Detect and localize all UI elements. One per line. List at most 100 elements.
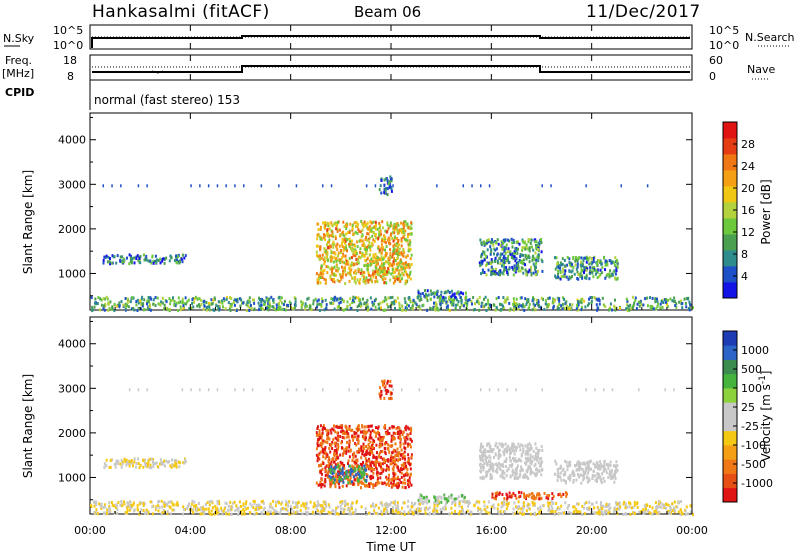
- heatmap-cell: [347, 459, 350, 463]
- heatmap-cell: [379, 184, 382, 188]
- heatmap-cell: [529, 269, 532, 272]
- heatmap-cell: [409, 463, 412, 467]
- heatmap-cell: [535, 246, 538, 250]
- heatmap-cell: [208, 500, 211, 504]
- heatmap-cell: [607, 463, 610, 467]
- heatmap-cell: [340, 462, 343, 466]
- heatmap-cell: [379, 464, 382, 468]
- heatmap-cell: [603, 460, 606, 464]
- heatmap-cell: [496, 238, 499, 242]
- heatmap-cell: [349, 239, 351, 243]
- heatmap-cell: [558, 297, 560, 301]
- heatmap-cell: [467, 298, 470, 302]
- heatmap-cell: [483, 508, 486, 512]
- heatmap-cell: [454, 307, 457, 310]
- heatmap-cell: [536, 255, 539, 259]
- heatmap-cell: [327, 224, 330, 228]
- heatmap-cell: [582, 256, 585, 260]
- heatmap-cell: [181, 260, 184, 264]
- heatmap-cell: [337, 447, 339, 451]
- heatmap-cell: [434, 303, 437, 307]
- heatmap-cell: [451, 301, 454, 305]
- heatmap-cell: [410, 439, 413, 443]
- heatmap-cell: [515, 449, 518, 452]
- heatmap-cell: [380, 509, 383, 513]
- heatmap-cell: [352, 475, 355, 479]
- heatmap-cell: [281, 307, 284, 311]
- heatmap-cell: [474, 302, 476, 306]
- heatmap-cell: [344, 476, 347, 480]
- heatmap-cell: [440, 496, 443, 500]
- heatmap-cell: [198, 297, 201, 301]
- heatmap-cell: [648, 505, 651, 508]
- heatmap-cell: [594, 478, 597, 482]
- heatmap-cell: [596, 472, 599, 476]
- heatmap-cell: [529, 459, 532, 463]
- heatmap-cell: [108, 504, 111, 508]
- heatmap-cell: [598, 509, 601, 513]
- heatmap-cell: [573, 272, 576, 276]
- heatmap-cell: [305, 304, 308, 308]
- heatmap-cell: [115, 462, 117, 466]
- heatmap-cell: [503, 262, 505, 266]
- heatmap-cell: [354, 296, 357, 300]
- heatmap-cell: [361, 233, 364, 237]
- heatmap-cell: [356, 479, 359, 483]
- heatmap-cell: [338, 480, 341, 483]
- heatmap-cell: [152, 298, 155, 302]
- heatmap-cell: [613, 261, 616, 265]
- heatmap-cell: [392, 465, 395, 469]
- heatmap-cell: [390, 179, 393, 183]
- heatmap-cell: [581, 474, 584, 478]
- heatmap-cell: [360, 456, 363, 460]
- heatmap-cell: [395, 453, 398, 457]
- heatmap-cell: [397, 255, 399, 259]
- heatmap-cell: [336, 221, 339, 224]
- heatmap-cell: [505, 474, 508, 478]
- heatmap-cell: [403, 455, 406, 458]
- heatmap-cell: [175, 459, 178, 463]
- heatmap-cell: [329, 267, 332, 271]
- heatmap-cell: [595, 272, 597, 276]
- heatmap-cell: [410, 505, 413, 509]
- heatmap-cell: [106, 260, 109, 264]
- heatmap-cell: [330, 442, 333, 446]
- station-title: Hankasalmi (fitACF): [92, 2, 270, 22]
- heatmap-cell: [407, 483, 410, 486]
- heatmap-cell: [399, 443, 402, 447]
- heatmap-cell: [503, 476, 506, 480]
- heatmap-cell: [528, 268, 531, 272]
- heatmap-cell: [580, 305, 583, 309]
- heatmap-cell: [585, 184, 587, 188]
- heatmap-cell: [390, 454, 393, 458]
- heatmap-cell: [260, 306, 263, 310]
- heatmap-cell: [173, 508, 176, 512]
- heatmap-cell: [318, 258, 321, 262]
- heatmap-cell: [237, 506, 240, 510]
- heatmap-cell: [389, 248, 392, 252]
- heatmap-cell: [400, 471, 403, 475]
- heatmap-cell: [393, 228, 396, 232]
- heatmap-cell: [419, 295, 422, 299]
- heatmap-cell: [500, 464, 503, 468]
- heatmap-cell: [358, 299, 360, 302]
- heatmap-cell: [402, 442, 405, 446]
- heatmap-cell: [534, 251, 537, 255]
- heatmap-cell: [402, 228, 405, 232]
- heatmap-cell: [352, 253, 355, 257]
- heatmap-cell: [689, 504, 692, 508]
- heatmap-cell: [374, 220, 377, 224]
- heatmap-cell: [133, 261, 136, 265]
- heatmap-cell: [384, 503, 387, 507]
- heatmap-cell: [404, 266, 407, 270]
- nsky-tick-top: 10^5: [53, 24, 83, 37]
- heatmap-cell: [481, 475, 484, 479]
- heatmap-cell: [390, 462, 393, 466]
- heatmap-cell: [562, 478, 565, 482]
- heatmap-cell: [351, 298, 354, 302]
- heatmap-cell: [392, 270, 395, 274]
- heatmap-cell: [663, 506, 666, 509]
- heatmap-cell: [629, 512, 632, 516]
- heatmap-cell: [374, 266, 377, 270]
- heatmap-cell: [128, 464, 131, 468]
